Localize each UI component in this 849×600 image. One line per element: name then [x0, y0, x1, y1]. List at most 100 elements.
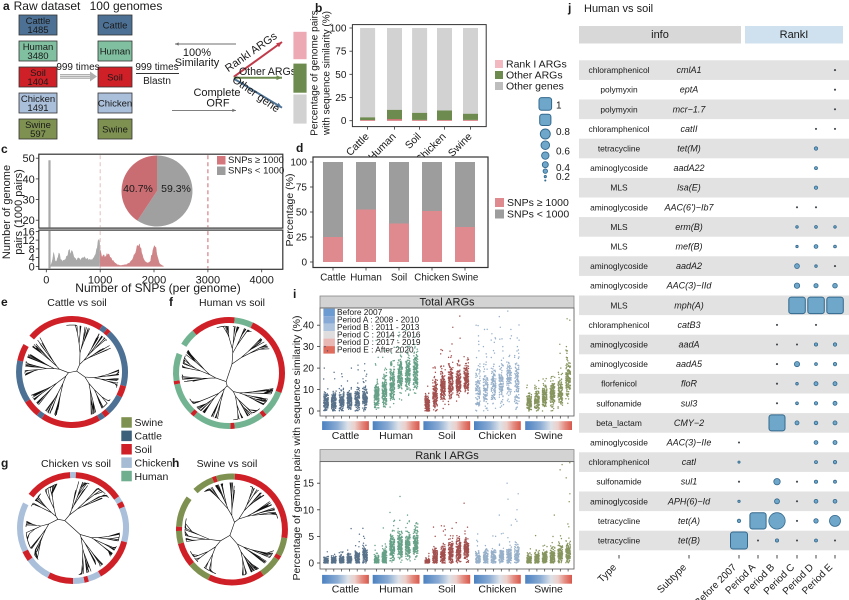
svg-text:chloramphenicol: chloramphenicol [589, 320, 650, 330]
svg-text:AAC(3)−IId: AAC(3)−IId [666, 281, 713, 291]
svg-text:aminoglycoside: aminoglycoside [590, 496, 648, 506]
svg-text:catI: catI [682, 457, 697, 467]
svg-text:59.3%: 59.3% [161, 183, 191, 195]
svg-text:ORF: ORF [206, 98, 230, 110]
svg-text:Soil: Soil [438, 584, 456, 596]
svg-text:Before 2007: Before 2007 [337, 307, 383, 317]
svg-text:Swine: Swine [25, 120, 51, 131]
svg-text:Chicken: Chicken [478, 584, 516, 596]
svg-text:Number of genome: Number of genome [1, 165, 13, 259]
svg-text:SNPs < 1000: SNPs < 1000 [228, 166, 284, 177]
svg-text:chloramphenicol: chloramphenicol [589, 457, 650, 467]
svg-text:Cattle: Cattle [320, 273, 346, 284]
svg-text:AAC(3)−IIe: AAC(3)−IIe [666, 438, 712, 448]
svg-text:Human: Human [379, 430, 413, 442]
svg-text:Chicken vs soil: Chicken vs soil [41, 458, 111, 470]
svg-text:tetracycline: tetracycline [598, 144, 641, 154]
svg-text:with sequence similarity (%): with sequence similarity (%) [322, 11, 333, 136]
svg-text:40.7%: 40.7% [123, 183, 153, 195]
svg-text:beta_lactam: beta_lactam [596, 418, 642, 428]
svg-text:Swine: Swine [452, 273, 479, 284]
svg-text:i: i [293, 287, 296, 301]
svg-text:tetracycline: tetracycline [598, 536, 641, 546]
svg-text:Percentage of genome pairs: Percentage of genome pairs [310, 10, 321, 136]
svg-text:Swine: Swine [534, 430, 563, 442]
svg-text:10: 10 [303, 385, 315, 396]
svg-text:MLS: MLS [610, 222, 628, 232]
svg-text:100 genomes: 100 genomes [90, 0, 163, 13]
svg-text:sul3: sul3 [681, 398, 698, 408]
svg-text:Soil: Soil [438, 430, 456, 442]
svg-text:sul1: sul1 [681, 477, 698, 487]
svg-text:15: 15 [303, 479, 315, 490]
svg-text:Period D : 2017 - 2019: Period D : 2017 - 2019 [337, 337, 421, 347]
svg-text:tet(B): tet(B) [678, 536, 700, 546]
svg-text:20: 20 [303, 364, 315, 375]
svg-text:100: 100 [330, 24, 347, 35]
svg-text:Chicken: Chicken [98, 99, 132, 110]
svg-text:b: b [315, 1, 322, 15]
svg-text:50: 50 [335, 70, 347, 81]
svg-text:50: 50 [296, 208, 308, 219]
svg-text:Soil: Soil [107, 73, 123, 84]
svg-text:40: 40 [23, 174, 35, 186]
svg-text:mcr−1.7: mcr−1.7 [673, 104, 707, 114]
svg-text:aadA: aadA [678, 340, 699, 350]
svg-text:Human: Human [379, 584, 413, 596]
svg-text:100: 100 [290, 158, 307, 169]
svg-text:0.6: 0.6 [556, 146, 570, 157]
svg-text:eptA: eptA [680, 85, 699, 95]
svg-text:Period A : 2008 - 2010: Period A : 2008 - 2010 [337, 315, 419, 325]
svg-text:1485: 1485 [27, 25, 48, 36]
svg-text:999 times: 999 times [135, 62, 178, 73]
svg-text:25: 25 [296, 233, 308, 244]
svg-text:tet(A): tet(A) [678, 516, 700, 526]
svg-text:MLS: MLS [610, 242, 628, 252]
svg-text:Percentage of genome pairs wit: Percentage of genome pairs with sequence… [291, 316, 303, 581]
svg-text:APH(6)−Id: APH(6)−Id [667, 496, 711, 506]
svg-text:Complete: Complete [193, 87, 240, 99]
svg-text:16: 16 [23, 226, 35, 238]
svg-text:j: j [567, 1, 571, 15]
svg-text:pairs (1000 pairs): pairs (1000 pairs) [13, 169, 25, 255]
svg-text:c: c [1, 142, 8, 156]
svg-text:Swine: Swine [135, 417, 164, 429]
svg-text:0: 0 [308, 407, 314, 418]
svg-text:Human: Human [135, 471, 169, 483]
svg-text:0: 0 [308, 559, 314, 570]
svg-text:0: 0 [341, 116, 347, 127]
svg-text:Raw dataset: Raw dataset [14, 0, 81, 13]
svg-text:20: 20 [23, 215, 35, 227]
svg-text:aminoglycoside: aminoglycoside [590, 261, 648, 271]
svg-text:AAC(6')−Ib7: AAC(6')−Ib7 [664, 202, 715, 212]
svg-text:SNPs ≥ 1000: SNPs ≥ 1000 [507, 197, 569, 209]
svg-text:Cattle: Cattle [332, 584, 360, 596]
svg-text:aminoglycoside: aminoglycoside [590, 163, 648, 173]
svg-text:Percentage (%): Percentage (%) [284, 174, 296, 247]
svg-text:0: 0 [43, 274, 49, 286]
svg-text:catB3: catB3 [677, 320, 700, 330]
svg-text:Period E : After 2020: Period E : After 2020 [337, 345, 414, 355]
svg-text:0.2: 0.2 [556, 172, 570, 183]
svg-text:4: 4 [29, 253, 35, 265]
svg-text:aminoglycoside: aminoglycoside [590, 340, 648, 350]
svg-text:SNPs ≥ 1000: SNPs ≥ 1000 [228, 155, 284, 166]
svg-text:e: e [1, 295, 8, 309]
svg-text:30: 30 [23, 195, 35, 207]
svg-text:Cattle: Cattle [332, 430, 360, 442]
svg-text:1000: 1000 [88, 274, 112, 286]
svg-text:d: d [296, 141, 303, 155]
svg-text:50: 50 [23, 153, 35, 165]
svg-text:aadA22: aadA22 [673, 163, 704, 173]
svg-text:75: 75 [296, 183, 308, 194]
svg-text:3000: 3000 [196, 274, 220, 286]
svg-text:Cattle: Cattle [135, 431, 163, 443]
svg-text:aadA2: aadA2 [676, 261, 702, 271]
svg-text:Soil: Soil [30, 68, 46, 79]
svg-text:Similarity: Similarity [175, 57, 220, 69]
svg-text:mef(B): mef(B) [676, 242, 703, 252]
svg-text:floR: floR [681, 379, 698, 389]
svg-text:Human: Human [350, 273, 382, 284]
svg-text:sulfonamide: sulfonamide [596, 477, 642, 487]
svg-text:lsa(E): lsa(E) [677, 183, 701, 193]
